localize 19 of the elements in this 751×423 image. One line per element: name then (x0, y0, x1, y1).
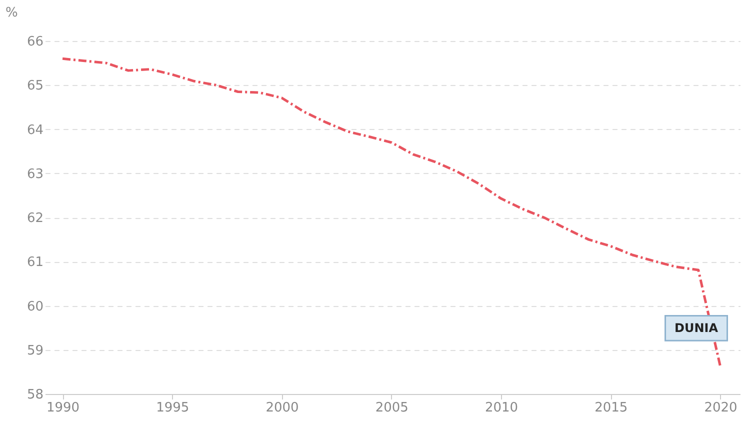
y-tick-label: 58 (26, 388, 44, 402)
y-tick-label: 60 (26, 299, 44, 314)
series-label: DUNIA (674, 321, 719, 336)
line-series (61, 57, 722, 368)
x-tick-label: 2005 (375, 400, 408, 416)
y-tick-label: 64 (26, 122, 44, 138)
y-tick-label: 63 (26, 166, 44, 182)
y-tick-label: 59 (26, 343, 44, 358)
x-tick-label: 2000 (266, 400, 299, 416)
y-tick-label: 66 (26, 34, 44, 50)
y-tick-label: 61 (26, 255, 44, 270)
x-tick-label: 2015 (594, 400, 628, 416)
x-tick-label: 1995 (156, 400, 190, 416)
x-tick-label: 2020 (704, 400, 738, 416)
y-tick-label: 65 (26, 78, 44, 94)
x-tick-label: 2010 (484, 400, 518, 416)
y-axis-title: % (6, 6, 18, 20)
y-tick-label: 62 (26, 211, 44, 226)
x-tick-label: 1990 (46, 400, 80, 416)
